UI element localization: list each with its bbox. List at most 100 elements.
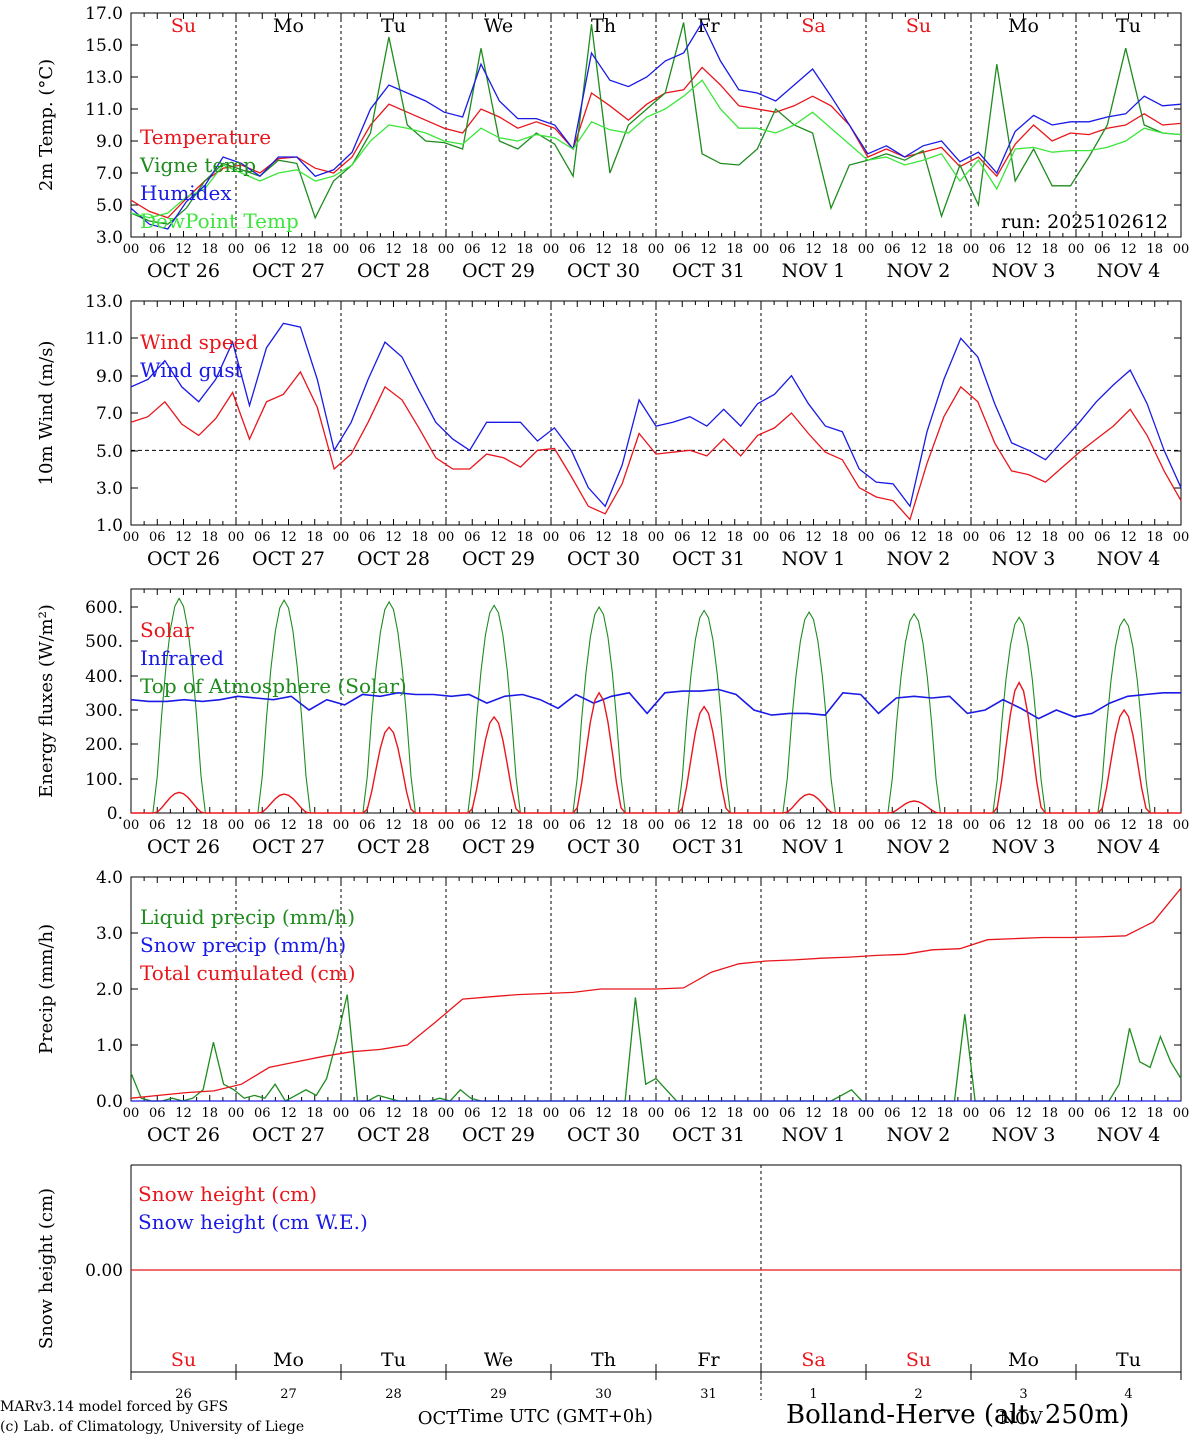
panel-3-legend-3: Total cumulated (cm) <box>140 961 356 985</box>
panel-1-hour-label: 06 <box>464 530 481 545</box>
panel-0-y-tick-label: 9.0 <box>96 132 123 152</box>
panel-2-frame <box>130 588 1182 814</box>
panel-1-hour-label: 00 <box>963 530 980 545</box>
panel-0-hour-label: 12 <box>490 242 507 257</box>
panel-4-y-axis-label: Snow height (cm) <box>36 1188 57 1349</box>
panel-1-y-tick-label: 1.0 <box>96 516 123 536</box>
panel-0-hour-label: 18 <box>936 242 953 257</box>
panel-3-hour-label: 00 <box>438 1106 455 1121</box>
panel-1-legend-2: Wind gust <box>140 358 243 382</box>
panel-1-hour-label: 18 <box>411 530 428 545</box>
panel-3-hour-label: 12 <box>490 1106 507 1121</box>
panel-2-hour-label: 06 <box>254 818 271 833</box>
panel-1-hour-label: 06 <box>359 530 376 545</box>
panel-4-day-name: Su <box>171 1349 196 1371</box>
panel-1-date-label: NOV 3 <box>992 548 1056 570</box>
panel-2-hour-label: 06 <box>884 818 901 833</box>
panel-2-date-label: NOV 2 <box>887 836 951 858</box>
panel-2-hour-label: 06 <box>779 818 796 833</box>
panel-3-date-label: OCT 31 <box>672 1124 745 1146</box>
panel-1-hour-label: 00 <box>438 530 455 545</box>
panel-0-hour-label: 06 <box>149 242 166 257</box>
panel-1-hour-label: 00 <box>1173 530 1190 545</box>
panel-1-hour-label: 12 <box>595 530 612 545</box>
panel-1-hour-label: 06 <box>674 530 691 545</box>
panel-0-hour-label: 00 <box>228 242 245 257</box>
panel-0-date-label: OCT 26 <box>147 260 220 282</box>
panel-2-date-label: OCT 26 <box>147 836 220 858</box>
panel-0-date-label: OCT 27 <box>252 260 325 282</box>
panel-2-hour-label: 12 <box>595 818 612 833</box>
panel-3-date-label: NOV 1 <box>782 1124 846 1146</box>
panel-0-hour-label: 18 <box>831 242 848 257</box>
panel-2-hour-label: 06 <box>359 818 376 833</box>
panel-1-hour-label: 18 <box>306 530 323 545</box>
panel-1-date-label: OCT 29 <box>462 548 535 570</box>
panel-2-hour-label: 18 <box>831 818 848 833</box>
run-label: run: 2025102612 <box>1001 211 1168 233</box>
panel-1-y-tick-label: 3.0 <box>96 479 123 499</box>
panel-3-hour-label: 12 <box>700 1106 717 1121</box>
panel-3-hour-label: 06 <box>779 1106 796 1121</box>
panel-0-legend-2: Vigne temp <box>139 153 256 177</box>
panel-0-day-name: We <box>484 15 513 37</box>
panel-0-hour-label: 06 <box>674 242 691 257</box>
panel-2-hour-label: 00 <box>963 818 980 833</box>
panel-1-date-label: OCT 27 <box>252 548 325 570</box>
panel-3-hour-label: 00 <box>963 1106 980 1121</box>
panel-2-hour-label: 00 <box>123 818 140 833</box>
panel-0-hour-label: 12 <box>1120 242 1137 257</box>
panel-0-day-name: Mo <box>1008 15 1039 37</box>
panel-0-series-temperature <box>130 66 1182 219</box>
panel-1-hour-label: 00 <box>1068 530 1085 545</box>
panel-3-y-tick-label: 3.0 <box>96 924 123 944</box>
panel-0-hour-label: 12 <box>280 242 297 257</box>
panel-3-legend-2: Snow precip (mm/h) <box>140 933 346 957</box>
panel-3-hour-label: 12 <box>805 1106 822 1121</box>
panel-0-hour-label: 12 <box>805 242 822 257</box>
panel-0-hour-label: 06 <box>254 242 271 257</box>
panel-2-hour-label: 18 <box>621 818 638 833</box>
x-axis-title: Time UTC (GMT+0h) <box>458 1406 653 1427</box>
panel-4-day-name: Mo <box>273 1349 304 1371</box>
panel-0-hour-label: 00 <box>753 242 770 257</box>
panel-2-hour-label: 06 <box>674 818 691 833</box>
panel-3-hour-label: 12 <box>1015 1106 1032 1121</box>
panel-0-date-label: OCT 29 <box>462 260 535 282</box>
panel-3-hour-label: 00 <box>1173 1106 1190 1121</box>
panel-0-hour-label: 18 <box>306 242 323 257</box>
panel-0-hour-label: 00 <box>123 242 140 257</box>
panel-4-day-number: 27 <box>280 1387 297 1402</box>
panel-2-date-label: OCT 30 <box>567 836 640 858</box>
panel-4-day-name: Tu <box>1116 1349 1141 1371</box>
panel-1-y-tick-label: 9.0 <box>96 367 123 387</box>
panel-1-y-tick-label: 5.0 <box>96 442 123 462</box>
panel-0-day-name: Mo <box>273 15 304 37</box>
panel-3-date-label: OCT 29 <box>462 1124 535 1146</box>
panel-1-date-label: OCT 31 <box>672 548 745 570</box>
panel-0-day-name: Th <box>591 15 616 37</box>
panel-2-hour-label: 00 <box>1068 818 1085 833</box>
panel-1-y-tick-label: 7.0 <box>96 404 123 424</box>
panel-1-hour-label: 18 <box>621 530 638 545</box>
panel-0-day-name: Fr <box>697 15 720 37</box>
panel-2-date-label: NOV 1 <box>782 836 846 858</box>
panel-3-hour-label: 00 <box>753 1106 770 1121</box>
panel-3-hour-label: 18 <box>411 1106 428 1121</box>
panel-4-day-name: Fr <box>697 1349 720 1371</box>
panel-3-hour-label: 00 <box>1068 1106 1085 1121</box>
panel-3-hour-label: 00 <box>228 1106 245 1121</box>
panel-2-y-tick-label: 400. <box>85 667 123 687</box>
location-label: Bolland-Herve (alt. 250m) <box>786 1400 1130 1430</box>
panel-3-series-total-cumulated-cm- <box>130 887 1182 1099</box>
panel-3-hour-label: 12 <box>1120 1106 1137 1121</box>
panel-4-legend-2: Snow height (cm W.E.) <box>138 1210 368 1234</box>
panel-1-hour-label: 18 <box>201 530 218 545</box>
panel-1-date-label: NOV 2 <box>887 548 951 570</box>
panel-1-hour-label: 00 <box>123 530 140 545</box>
panel-3-y-tick-label: 1.0 <box>96 1036 123 1056</box>
panel-2-hour-label: 00 <box>228 818 245 833</box>
panel-0-hour-label: 18 <box>1041 242 1058 257</box>
panel-2-hour-label: 00 <box>543 818 560 833</box>
panel-2-legend-3: Top of Atmosphere (Solar) <box>140 674 407 698</box>
